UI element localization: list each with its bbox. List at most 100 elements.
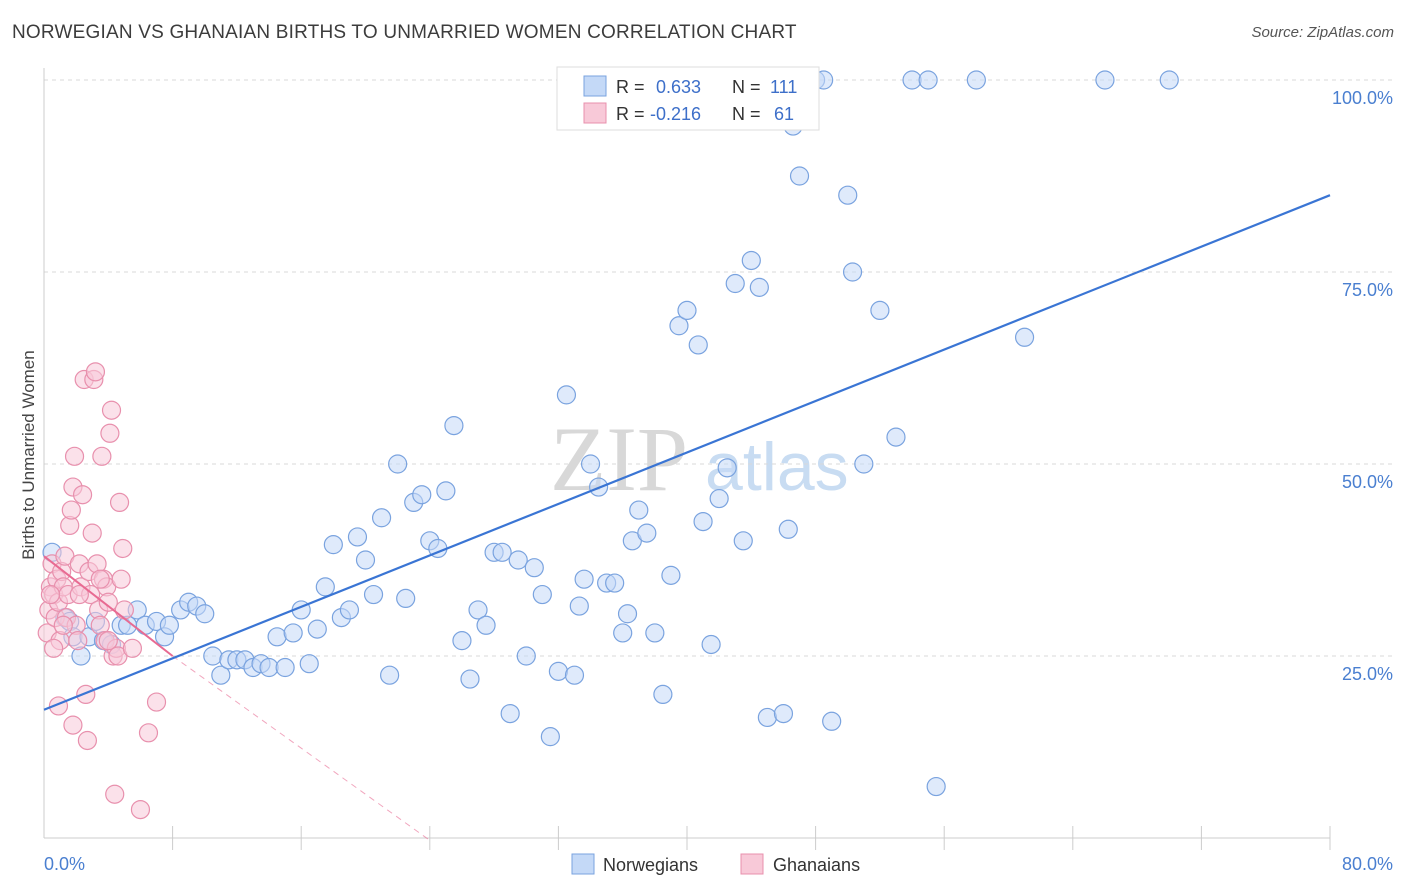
- norwegians-point: [854, 454, 874, 474]
- norwegians-trend-line: [43, 194, 1331, 711]
- norwegians-point: [838, 185, 858, 205]
- legend-norwegians-swatch: [571, 853, 595, 875]
- norwegians-point: [629, 500, 649, 520]
- x-tick-label-max: 80.0%: [1342, 854, 1393, 874]
- ghanaians-point: [61, 500, 81, 520]
- ghanaians-point: [98, 631, 118, 651]
- ghanaians-point: [53, 615, 73, 635]
- norwegians-point: [693, 511, 713, 532]
- watermark-zip: ZIP: [550, 408, 688, 510]
- norwegians-point: [203, 646, 223, 666]
- norwegians-point: [452, 631, 472, 651]
- norwegians-point: [1014, 327, 1035, 347]
- norwegians-point: [653, 684, 673, 705]
- norwegians-point: [524, 558, 544, 578]
- norwegians-point: [717, 458, 737, 478]
- norwegians-point: [355, 550, 376, 570]
- norwegians-point: [870, 300, 890, 320]
- legend-n-value-1: 111: [770, 77, 797, 97]
- legend-ghanaians-swatch: [740, 853, 764, 875]
- source-label: Source: ZipAtlas.com: [1251, 24, 1394, 41]
- data-points: [37, 70, 1179, 820]
- y-tick-label: 25.0%: [1342, 664, 1393, 684]
- norwegians-point: [299, 654, 319, 674]
- norwegians-point: [733, 531, 753, 551]
- norwegians-point: [749, 277, 769, 297]
- norwegians-point: [580, 454, 601, 474]
- ghanaians-point: [146, 692, 167, 712]
- norwegians-point: [789, 166, 810, 186]
- norwegians-point: [613, 623, 633, 643]
- norwegians-point: [468, 600, 488, 620]
- norwegians-point: [1095, 70, 1115, 90]
- norwegians-point: [460, 669, 480, 689]
- norwegians-point: [556, 385, 577, 405]
- legend-r-label-2: R =: [616, 104, 645, 124]
- ghanaians-point: [114, 600, 134, 620]
- norwegians-point: [388, 454, 408, 474]
- ghanaians-point: [105, 784, 125, 804]
- y-tick-label: 100.0%: [1332, 88, 1393, 108]
- norwegians-point: [444, 416, 464, 436]
- norwegians-point: [548, 661, 569, 681]
- chart-title: NORWEGIAN VS GHANAIAN BIRTHS TO UNMARRIE…: [12, 22, 797, 43]
- norwegians-point: [283, 623, 303, 643]
- norwegians-point: [412, 485, 432, 505]
- norwegians-point: [363, 584, 384, 605]
- norwegians-point: [822, 711, 842, 731]
- norwegians-point: [159, 615, 179, 635]
- norwegians-point: [371, 508, 392, 528]
- ghanaians-point: [113, 538, 133, 559]
- norwegians-point: [778, 519, 798, 539]
- norwegians-point: [396, 588, 416, 609]
- norwegians-point: [688, 335, 708, 355]
- norwegians-point: [918, 70, 938, 90]
- legend-r-value-1: 0.633: [656, 77, 701, 97]
- ghanaians-point: [68, 631, 88, 651]
- norwegians-point: [709, 488, 729, 509]
- norwegians-point: [617, 604, 638, 624]
- gridlines: [44, 79, 1395, 657]
- norwegians-point: [436, 481, 456, 501]
- norwegians-point: [669, 316, 689, 336]
- norwegians-point: [211, 665, 231, 685]
- norwegians-point: [605, 573, 625, 593]
- norwegians-point: [508, 550, 528, 570]
- ghanaians-point: [63, 715, 83, 735]
- ghanaians-point: [122, 638, 143, 658]
- norwegians-point: [645, 623, 665, 643]
- ghanaians-point: [69, 584, 89, 605]
- ghanaians-point: [100, 423, 120, 443]
- norwegians-point: [741, 250, 761, 271]
- norwegians-point: [275, 657, 295, 678]
- ghanaians-point: [109, 492, 130, 512]
- norwegians-point: [966, 70, 986, 90]
- norwegians-point: [259, 657, 279, 678]
- ghanaians-point: [101, 400, 122, 420]
- norwegians-point: [564, 665, 585, 685]
- norwegians-point: [500, 703, 520, 724]
- x-tick-label-min: 0.0%: [44, 854, 85, 874]
- ghanaians-trend-extension: [172, 655, 431, 841]
- norwegians-point: [677, 300, 697, 320]
- ghanaians-point: [76, 684, 96, 705]
- ghanaians-point: [90, 569, 110, 589]
- legend-norwegians-label: Norwegians: [603, 855, 698, 875]
- ghanaians-point: [138, 723, 159, 743]
- ghanaians-point: [77, 730, 98, 751]
- norwegians-point: [574, 569, 594, 589]
- legend-swatch-ghanaians: [583, 102, 607, 124]
- norwegians-point: [637, 523, 657, 543]
- norwegians-point: [339, 600, 360, 620]
- y-axis-label: Births to Unmarried Women: [19, 350, 38, 559]
- norwegians-point: [195, 604, 215, 624]
- norwegians-point: [661, 565, 681, 585]
- trend-lines: [43, 194, 1331, 841]
- legend-ghanaians-label: Ghanaians: [773, 855, 860, 875]
- norwegians-point: [569, 596, 589, 616]
- y-tick-label: 75.0%: [1342, 280, 1393, 300]
- norwegians-point: [773, 703, 794, 724]
- norwegians-point: [842, 262, 863, 282]
- norwegians-point: [323, 535, 343, 555]
- series-legend: Norwegians Ghanaians: [571, 853, 860, 875]
